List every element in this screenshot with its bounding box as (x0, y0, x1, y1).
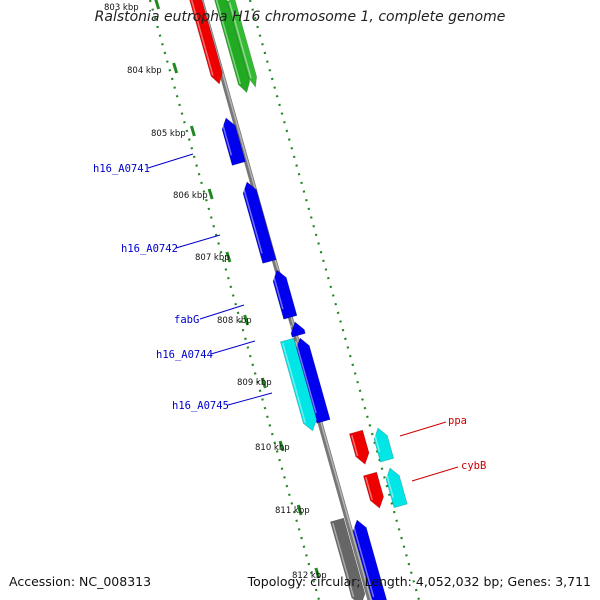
scale-label: 811 kbp (275, 506, 310, 516)
gene-label: cybB (461, 460, 486, 472)
callout-line (210, 340, 256, 355)
major-tick (207, 188, 214, 200)
major-tick (243, 314, 250, 326)
scale-label: 806 kbp (173, 191, 208, 201)
callout-line (411, 466, 459, 482)
feature-reverse-cds (363, 471, 384, 509)
feature-reverse-cds (189, 0, 223, 85)
callout-line (399, 421, 447, 437)
gene-label: h16_A0744 (156, 349, 213, 361)
callout-line (175, 234, 221, 249)
scale-label: 810 kbp (255, 443, 290, 453)
gene-label: fabG (174, 314, 199, 326)
major-tick (225, 251, 232, 263)
scale-label: 807 kbp (195, 253, 230, 263)
scale-label: 812 kbp (292, 571, 327, 581)
feature-reverse-rna (214, 0, 251, 94)
scale-label: 804 kbp (127, 66, 162, 76)
genome-stats-text: Topology: circular; Length: 4,052,032 bp… (247, 574, 591, 589)
feature-forward-cds (290, 321, 306, 338)
major-tick (278, 440, 285, 452)
track-guides (148, 0, 421, 600)
feature-forward-cds (352, 519, 388, 600)
major-tick (172, 62, 179, 74)
feature-forward-cds (272, 269, 298, 320)
callout-line (199, 304, 245, 320)
scale-label: 809 kbp (237, 378, 272, 388)
gene-label: ppa (448, 415, 467, 427)
scale-label: 805 kbp (151, 129, 186, 139)
major-tick (296, 504, 303, 516)
label-callouts (147, 153, 459, 482)
accession-text: Accession: NC_008313 (9, 574, 152, 589)
scale-label: 808 kbp (217, 316, 252, 326)
gene-label: h16_A0741 (93, 163, 150, 175)
major-tick (189, 125, 196, 137)
feature-forward-rna (280, 337, 317, 432)
feature-reverse-rna (226, 0, 257, 88)
feature-forward-rna (385, 467, 408, 509)
major-tick (154, 0, 161, 10)
feature-reverse-cds (349, 429, 370, 465)
map-title: Ralstonia eutropha H16 chromosome 1, com… (94, 9, 506, 25)
feature-forward-rna (373, 427, 395, 463)
callout-line (227, 392, 273, 406)
feature-forward-cds (295, 337, 331, 424)
scale-label: 803 kbp (104, 3, 139, 13)
feature-forward-cds (221, 117, 246, 166)
major-tick (260, 377, 267, 389)
gene-label: h16_A0745 (172, 400, 229, 412)
gene-label: h16_A0742 (121, 243, 178, 255)
gene-labels: h16_A0741 h16_A0742 fabG h16_A0744 h16_A0745… (93, 163, 486, 472)
gene-features (189, 0, 408, 600)
feature-forward-cds (242, 181, 277, 264)
scale-labels: 803 kbp 804 kbp 805 kbp 806 kbp 807 kbp 808 k… (104, 3, 327, 581)
major-tick (314, 567, 321, 579)
callout-line (147, 153, 194, 169)
